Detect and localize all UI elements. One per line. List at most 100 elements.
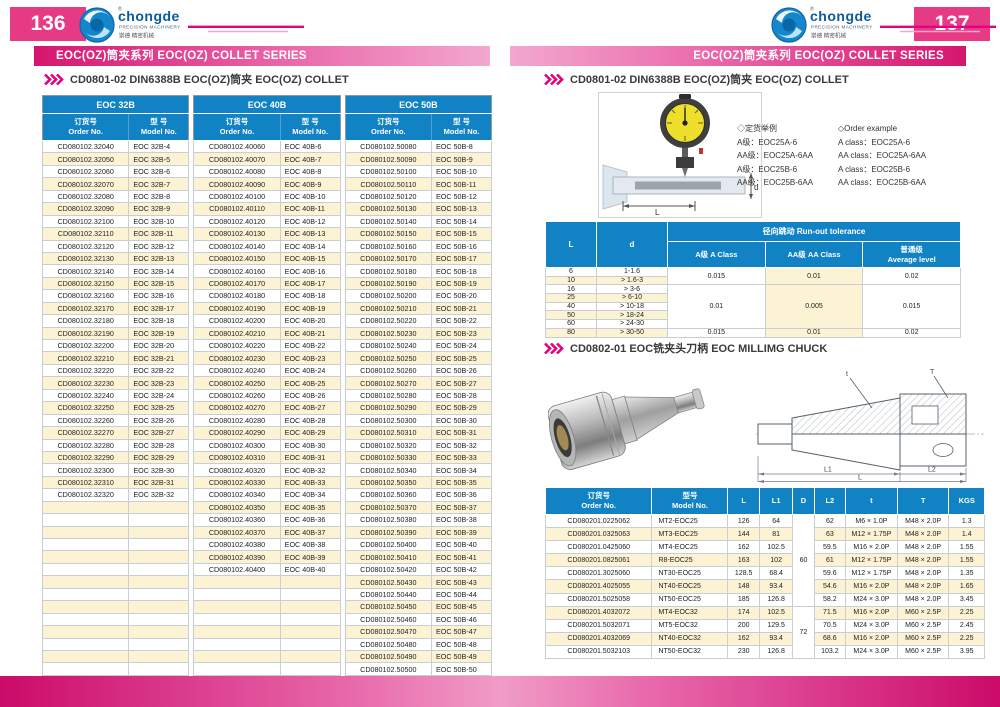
order-example-zh: ◇定货举例 A级：EOC25A-6 AA级：EOC25A-6AA A级：EOC2… xyxy=(737,122,813,190)
table-cell: 102.5 xyxy=(758,605,794,620)
model-cell: MT2-EOC25 xyxy=(651,513,729,529)
order-example-title: ◇定货举例 xyxy=(737,124,777,133)
table-cell: 1.55 xyxy=(948,553,985,568)
table-row: CD080102.32190 EOC 32B-19 xyxy=(41,326,190,341)
table-cell: M48 × 2.0P xyxy=(896,513,950,529)
table-cell: M60 × 2.5P xyxy=(896,605,950,620)
order-cell xyxy=(193,612,281,627)
milling-chuck-spec-table: 订货号 Order No. 型号 Model No. L L1 D L2 t T KGS CD0802… xyxy=(544,487,985,660)
order-cell: CD080102.32100 xyxy=(41,214,130,229)
order-cell: CD080201.5032071 xyxy=(544,618,653,633)
order-cell: CD080102.32240 xyxy=(41,388,130,403)
table-row: CD080102.50400 EOC 50B-40 xyxy=(344,537,492,552)
order-cell: CD080102.50310 xyxy=(344,426,432,440)
order-cell: CD080102.50470 xyxy=(344,625,432,639)
table-cell: > 1.6-3 xyxy=(596,275,668,286)
order-cell: CD080102.50490 xyxy=(344,649,432,664)
table-row xyxy=(41,649,190,664)
table-row: CD080102.50330 EOC 50B-33 xyxy=(344,450,492,465)
table-row xyxy=(193,587,341,602)
table-row: CD080102.32250 EOC 32B-25 xyxy=(41,401,190,415)
table-row: CD080102.50470 EOC 50B-47 xyxy=(344,625,492,639)
model-cell: EOC 40B-38 xyxy=(279,537,341,552)
model-cell: EOC 50B-24 xyxy=(430,338,492,353)
order-cell: CD080201.5032103 xyxy=(544,644,653,660)
table-row: CD080102.40320 EOC 40B-32 xyxy=(193,463,341,477)
dim-L2-label: L2 xyxy=(928,467,936,474)
model-cell: EOC 40B-25 xyxy=(279,376,341,390)
page-number-right: 137 xyxy=(914,7,990,41)
table-row: CD080102.40250 EOC 40B-25 xyxy=(193,376,341,390)
table-cell: 129.5 xyxy=(758,618,794,633)
table-cell: 200 xyxy=(727,618,760,633)
order-cell: CD080102.32280 xyxy=(41,438,130,452)
table-cell: 2.45 xyxy=(948,618,985,633)
collet-table-eoc32b: EOC 32B 订货号 Order No. 型 号 Model No. CD080102.… xyxy=(41,95,190,676)
order-cell: CD080102.40090 xyxy=(193,177,281,191)
table-row: CD080102.32310 EOC 32B-31 xyxy=(41,475,190,490)
model-cell xyxy=(128,662,190,676)
model-cell: EOC 50B-15 xyxy=(430,227,492,241)
table-row: CD080102.50130 EOC 50B-13 xyxy=(344,202,492,216)
table-cell: 1.35 xyxy=(948,566,985,581)
table-cell: > 30-50 xyxy=(596,327,668,338)
order-cell: CD080102.40300 xyxy=(193,438,281,452)
order-cell: CD080102.50210 xyxy=(344,301,432,316)
table-row: CD080102.40090 EOC 40B-9 xyxy=(193,177,341,191)
order-example-line: A级：EOC25A-6 xyxy=(737,137,798,147)
order-cell: CD080102.40290 xyxy=(193,426,281,440)
order-cell xyxy=(41,587,130,602)
model-cell: EOC 50B-49 xyxy=(430,649,492,664)
order-cell: CD080102.50150 xyxy=(344,227,432,241)
milling-chuck-diagram: t T L1 L2 L xyxy=(756,369,984,483)
table-cell: M16 × 2.0P xyxy=(845,540,898,555)
table-cell: M24 × 3.0P xyxy=(845,618,898,633)
model-cell xyxy=(279,587,341,602)
model-cell: EOC 40B-28 xyxy=(279,413,341,428)
table-row: CD080102.50290 EOC 50B-29 xyxy=(344,401,492,415)
table-row: CD080201.4025055 NT40-EOC25 148 93.4 54.6 M16… xyxy=(544,579,985,594)
table-cell: 0.015 xyxy=(667,266,766,286)
model-cell: EOC 40B-19 xyxy=(279,301,341,316)
model-cell: EOC 40B-40 xyxy=(279,562,341,577)
order-cell: CD080102.50250 xyxy=(344,351,432,365)
order-col-header: 订货号 Order No. xyxy=(544,487,653,515)
table-row: CD080102.40300 EOC 40B-30 xyxy=(193,438,341,452)
order-cell: CD080102.32290 xyxy=(41,450,130,465)
order-cell: CD080102.32260 xyxy=(41,413,130,428)
table-row: CD080102.40180 EOC 40B-18 xyxy=(193,289,341,303)
section-heading: CD0802-01 EOC铣夹头刀柄 EOC MILLIMG CHUCK xyxy=(544,340,827,356)
model-cell xyxy=(279,662,341,676)
model-cell: EOC 50B-19 xyxy=(430,276,492,291)
table-cell: 128.5 xyxy=(727,566,760,581)
model-cell: EOC 40B-17 xyxy=(279,276,341,291)
table-cell: 162 xyxy=(727,631,760,646)
model-cell: EOC 50B-33 xyxy=(430,450,492,465)
model-cell: EOC 50B-40 xyxy=(430,537,492,552)
dim-t-label: t xyxy=(846,371,848,378)
table-row: CD080102.50220 EOC 50B-22 xyxy=(344,314,492,328)
order-cell: CD080102.40370 xyxy=(193,525,281,540)
model-cell: EOC 50B-34 xyxy=(430,463,492,477)
order-cell: CD080102.40200 xyxy=(193,314,281,328)
model-cell: EOC 32B-6 xyxy=(128,164,190,179)
order-cell: CD080102.50130 xyxy=(344,202,432,216)
order-example-title: ◇Order example xyxy=(838,124,898,133)
table-row: CD080102.50230 EOC 50B-23 xyxy=(344,326,492,341)
table-row: CD080102.32230 EOC 32B-23 xyxy=(41,376,190,390)
order-cell: CD080102.32320 xyxy=(41,488,130,502)
order-cell: CD080102.50350 xyxy=(344,475,432,490)
model-cell xyxy=(128,637,190,651)
table-row xyxy=(193,612,341,627)
table-row: CD080102.50320 EOC 50B-32 xyxy=(344,438,492,452)
model-cell: EOC 50B-28 xyxy=(430,388,492,403)
order-cell: CD080102.32190 xyxy=(41,326,130,341)
collet-order-table: EOC 32B 订货号 Order No. 型 号 Model No. CD080102.… xyxy=(41,95,492,676)
model-cell: EOC 50B-47 xyxy=(430,625,492,639)
order-cell: CD080102.50100 xyxy=(344,164,432,179)
model-cell: EOC 50B-48 xyxy=(430,637,492,651)
model-cell: EOC 40B-13 xyxy=(279,227,341,241)
model-cell: EOC 50B-10 xyxy=(430,164,492,179)
model-cell: NT40-EOC25 xyxy=(651,579,729,594)
model-cell: EOC 40B-15 xyxy=(279,251,341,266)
